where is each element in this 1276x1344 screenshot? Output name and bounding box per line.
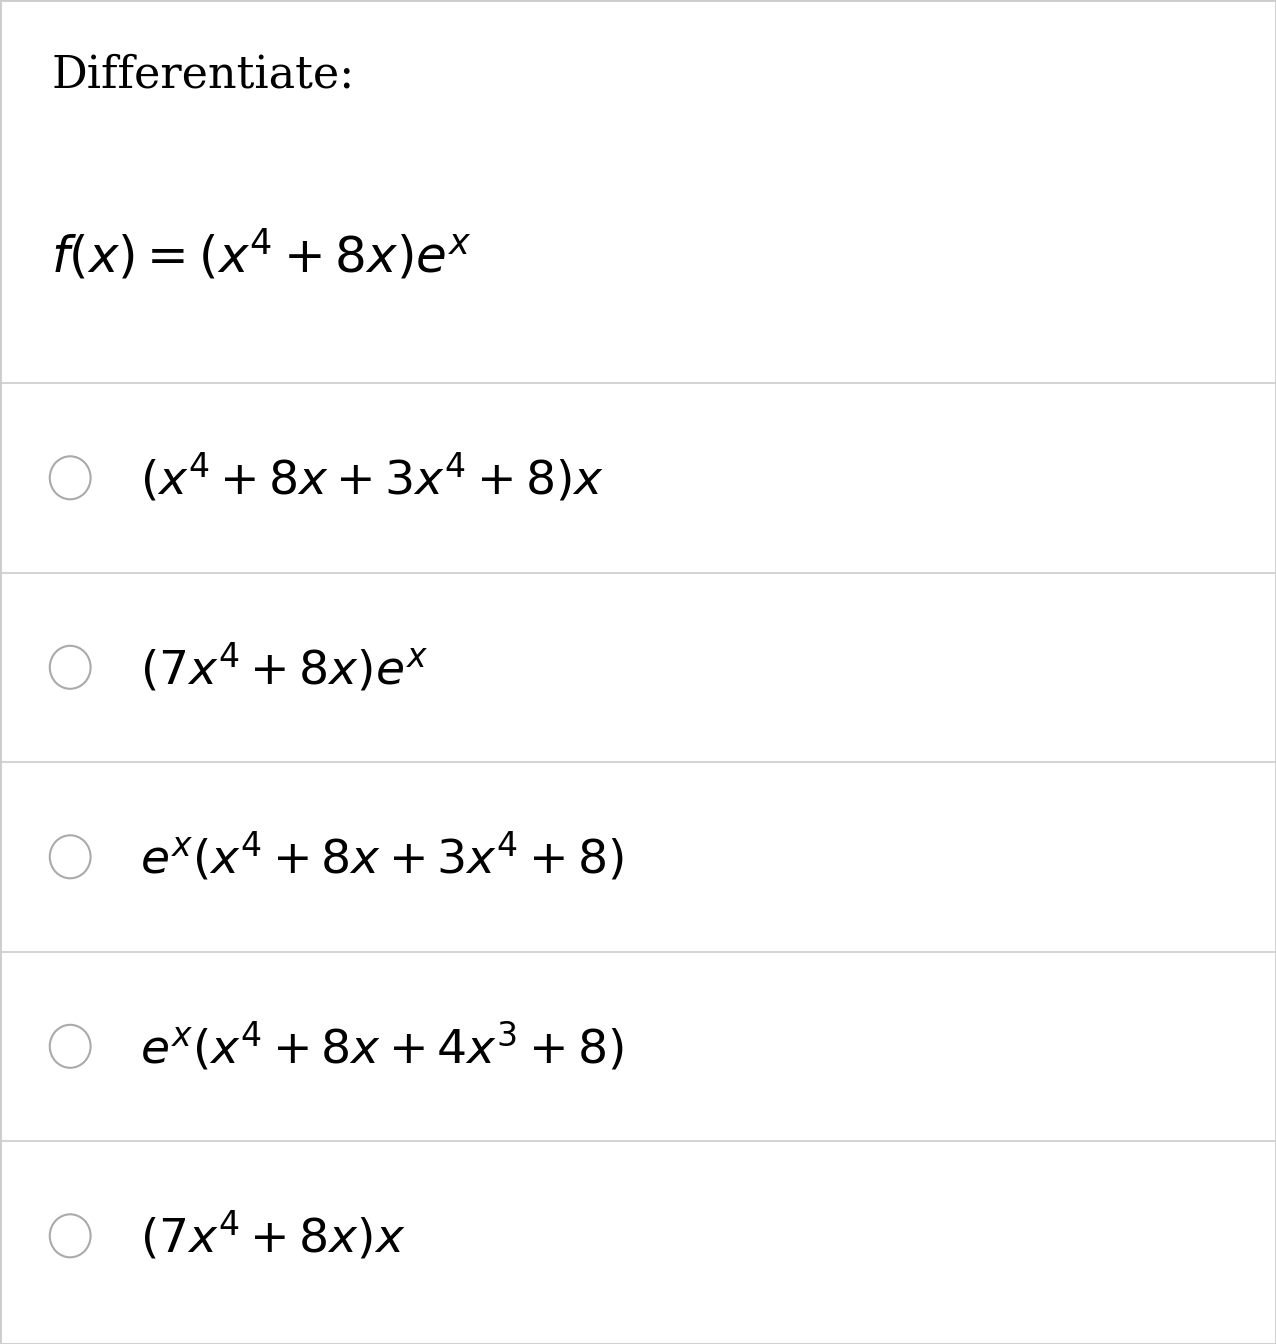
Circle shape <box>50 1215 91 1258</box>
Circle shape <box>50 457 91 500</box>
Text: $e^{x} \left(x^4 + 8x + 3x^4 + 8\right)$: $e^{x} \left(x^4 + 8x + 3x^4 + 8\right)$ <box>140 831 624 883</box>
Text: $f(x) = (x^4 + 8x)e^{x}$: $f(x) = (x^4 + 8x)e^{x}$ <box>51 228 472 284</box>
Text: $\left(7x^4 + 8x\right) e^{x}$: $\left(7x^4 + 8x\right) e^{x}$ <box>140 641 429 694</box>
Text: $\left(7x^4 + 8x\right) x$: $\left(7x^4 + 8x\right) x$ <box>140 1210 406 1262</box>
Circle shape <box>50 645 91 689</box>
Circle shape <box>50 1024 91 1067</box>
Text: Differentiate:: Differentiate: <box>51 54 355 97</box>
Circle shape <box>50 835 91 879</box>
Text: $\left(x^4 + 8x + 3x^4 + 8\right) x$: $\left(x^4 + 8x + 3x^4 + 8\right) x$ <box>140 452 605 504</box>
Text: $e^{x} \left(x^4 + 8x + 4x^3 + 8\right)$: $e^{x} \left(x^4 + 8x + 4x^3 + 8\right)$ <box>140 1020 624 1073</box>
